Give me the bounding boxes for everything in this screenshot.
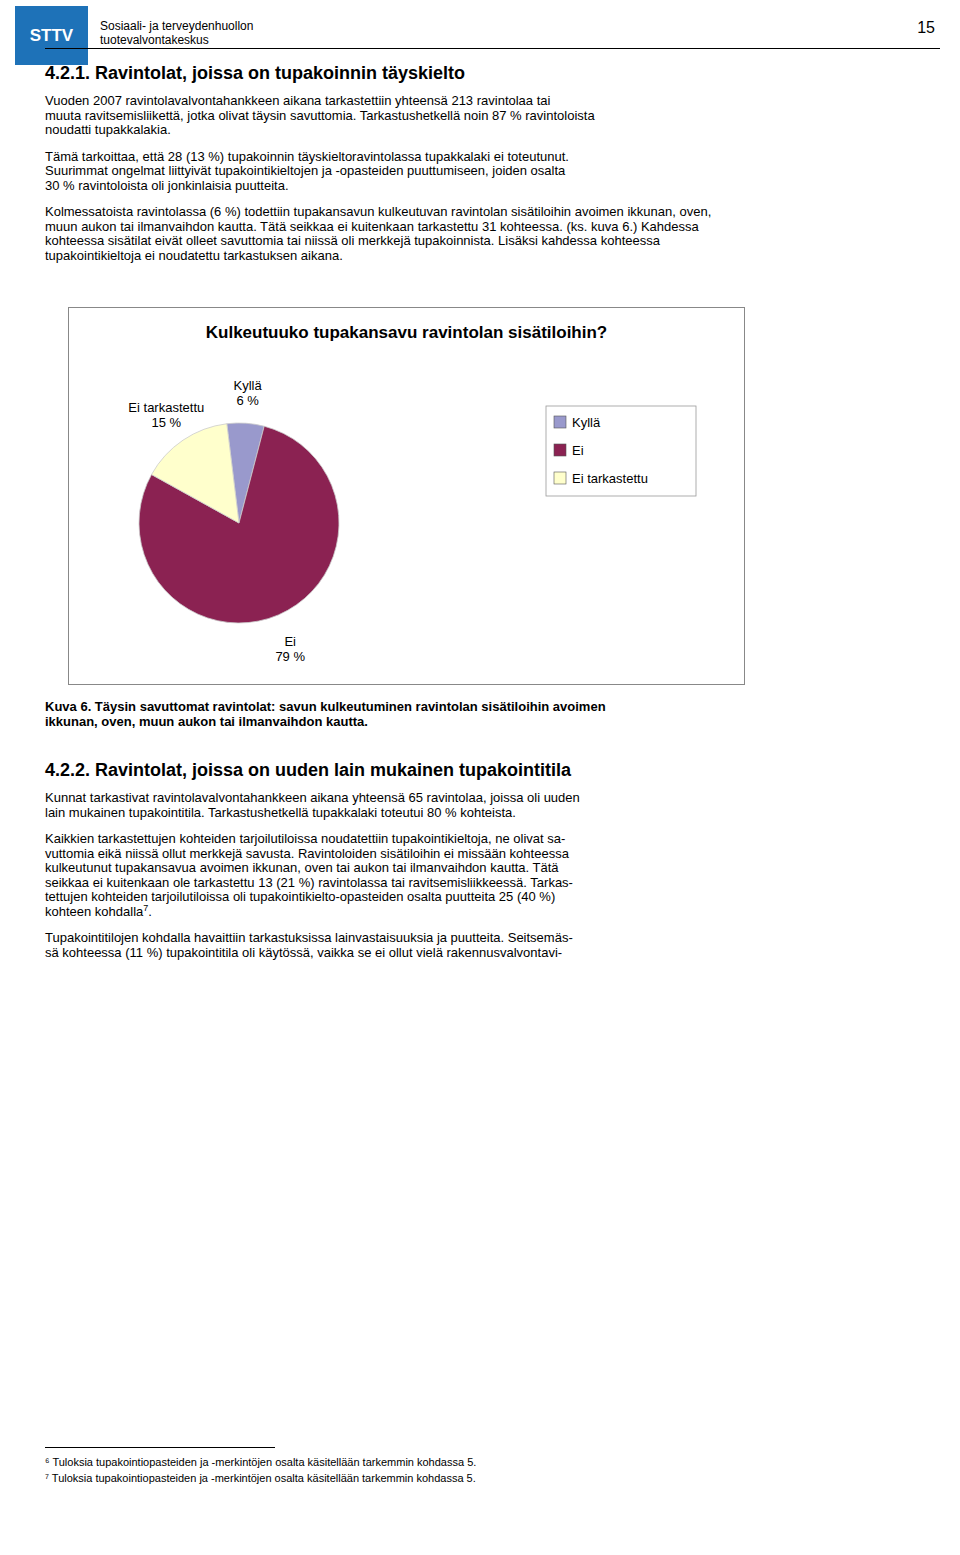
text-line: noudatti tupakkalakia. [45,123,711,138]
legend: Kyllä Ei Ei tarkastettu [546,406,696,496]
text-line: Tupakointitilojen kohdalla havaittiin ta… [45,931,580,946]
heading: 4.2.2. Ravintolat, joissa on uuden lain … [45,759,580,781]
text-line: Suurimmat ongelmat liittyivät tupakointi… [45,164,711,179]
caption-line: ikkunan, oven, muun aukon tai ilmanvaihd… [45,715,606,730]
chart-title: Kulkeutuuko tupakansavu ravintolan sisät… [206,323,607,342]
text-line: Kolmessatoista ravintolassa (6 %) todett… [45,205,711,220]
text-line: 30 % ravintoloista oli jonkinlaisia puut… [45,179,711,194]
paragraph: Kaikkien tarkastettujen kohteiden tarjoi… [45,832,580,919]
text-line: Vuoden 2007 ravintolavalvontahankkeen ai… [45,94,711,109]
text: . [148,904,152,919]
footnote-separator [45,1447,275,1448]
wedge [152,424,239,523]
chart-box: Kulkeutuuko tupakansavu ravintolan sisät… [68,307,745,685]
text-line: kulkeutunut tupakansavua avoimen ikkunan… [45,861,580,876]
legend-swatch [554,472,566,484]
data-label-name: Kyllä [234,378,263,393]
paragraph: Kunnat tarkastivat ravintolavalvontahank… [45,791,580,820]
legend-frame [546,406,696,496]
text-line: muun aukon tai ilmanvaihdon kautta. Tätä… [45,220,711,235]
legend-entry: Ei [572,443,584,458]
footnote: ⁶ Tuloksia tupakointiopasteiden ja -merk… [45,1455,476,1469]
text-line: lain mukainen tupakointitila. Tarkastush… [45,806,580,821]
caption: Kuva 6. Täysin savuttomat ravintolat: sa… [45,700,606,729]
text-line: seikkaa ei kuitenkaan ole tarkastettu 13… [45,876,580,891]
text-line: kohteen kohdalla7. [45,905,580,920]
page-number: 15 [917,19,935,37]
text-line: vuttomia eikä niissä ollut merkkejä savu… [45,847,580,862]
data-label-value: 79 % [275,649,305,664]
text-line: tupakointikieltoja ei noudatettu tarkast… [45,249,711,264]
heading: 4.2.1. Ravintolat, joissa on tupakoinnin… [45,62,711,84]
logo: STTV [15,6,88,65]
text-line: tettujen kohteiden tarjoilutiloissa oli … [45,890,580,905]
text-line: Tämä tarkoittaa, että 28 (13 %) tupakoin… [45,150,711,165]
legend-swatch [554,444,566,456]
legend-entry: Ei tarkastettu [572,471,648,486]
text-line: kohteessa sisätilat eivät olleet savutto… [45,234,711,249]
text: kohteen kohdalla [45,904,143,919]
paragraph: Tämä tarkoittaa, että 28 (13 %) tupakoin… [45,150,711,194]
text-line: Kaikkien tarkastettujen kohteiden tarjoi… [45,832,580,847]
data-labels: Kyllä6 % Ei79 % Ei tarkastettu15 % [128,378,305,664]
footnote-ref: 7 [143,902,148,912]
data-label-value: 15 % [151,415,181,430]
data-label-name: Ei [284,634,296,649]
data-label-value: 6 % [236,393,259,408]
paragraph: Vuoden 2007 ravintolavalvontahankkeen ai… [45,94,711,138]
separator [45,48,940,49]
section: 4.2.2. Ravintolat, joissa on uuden lain … [45,759,580,972]
paragraph: Kolmessatoista ravintolassa (6 %) todett… [45,205,711,263]
wedges [139,423,339,623]
data-label-name: Ei tarkastettu [128,400,204,415]
legend-entry: Kyllä [572,415,601,430]
text-line: Kunnat tarkastivat ravintolavalvontahank… [45,791,580,806]
caption-line: Kuva 6. Täysin savuttomat ravintolat: sa… [45,700,606,715]
paragraph: Tupakointitilojen kohdalla havaittiin ta… [45,931,580,960]
footnote: ⁷ Tuloksia tupakointiopasteiden ja -merk… [45,1471,476,1485]
legend-swatch [554,416,566,428]
organization: tuotevalvontakeskus [100,33,209,47]
pie-chart: Kulkeutuuko tupakansavu ravintolan sisät… [69,308,744,684]
section: 4.2.1. Ravintolat, joissa on tupakoinnin… [45,62,711,275]
text-line: muuta ravitsemisliikettä, jotka olivat t… [45,109,711,124]
text-line: sä kohteessa (11 %) tupakointitila oli k… [45,946,580,961]
organization: Sosiaali- ja terveydenhuollon [100,19,253,33]
